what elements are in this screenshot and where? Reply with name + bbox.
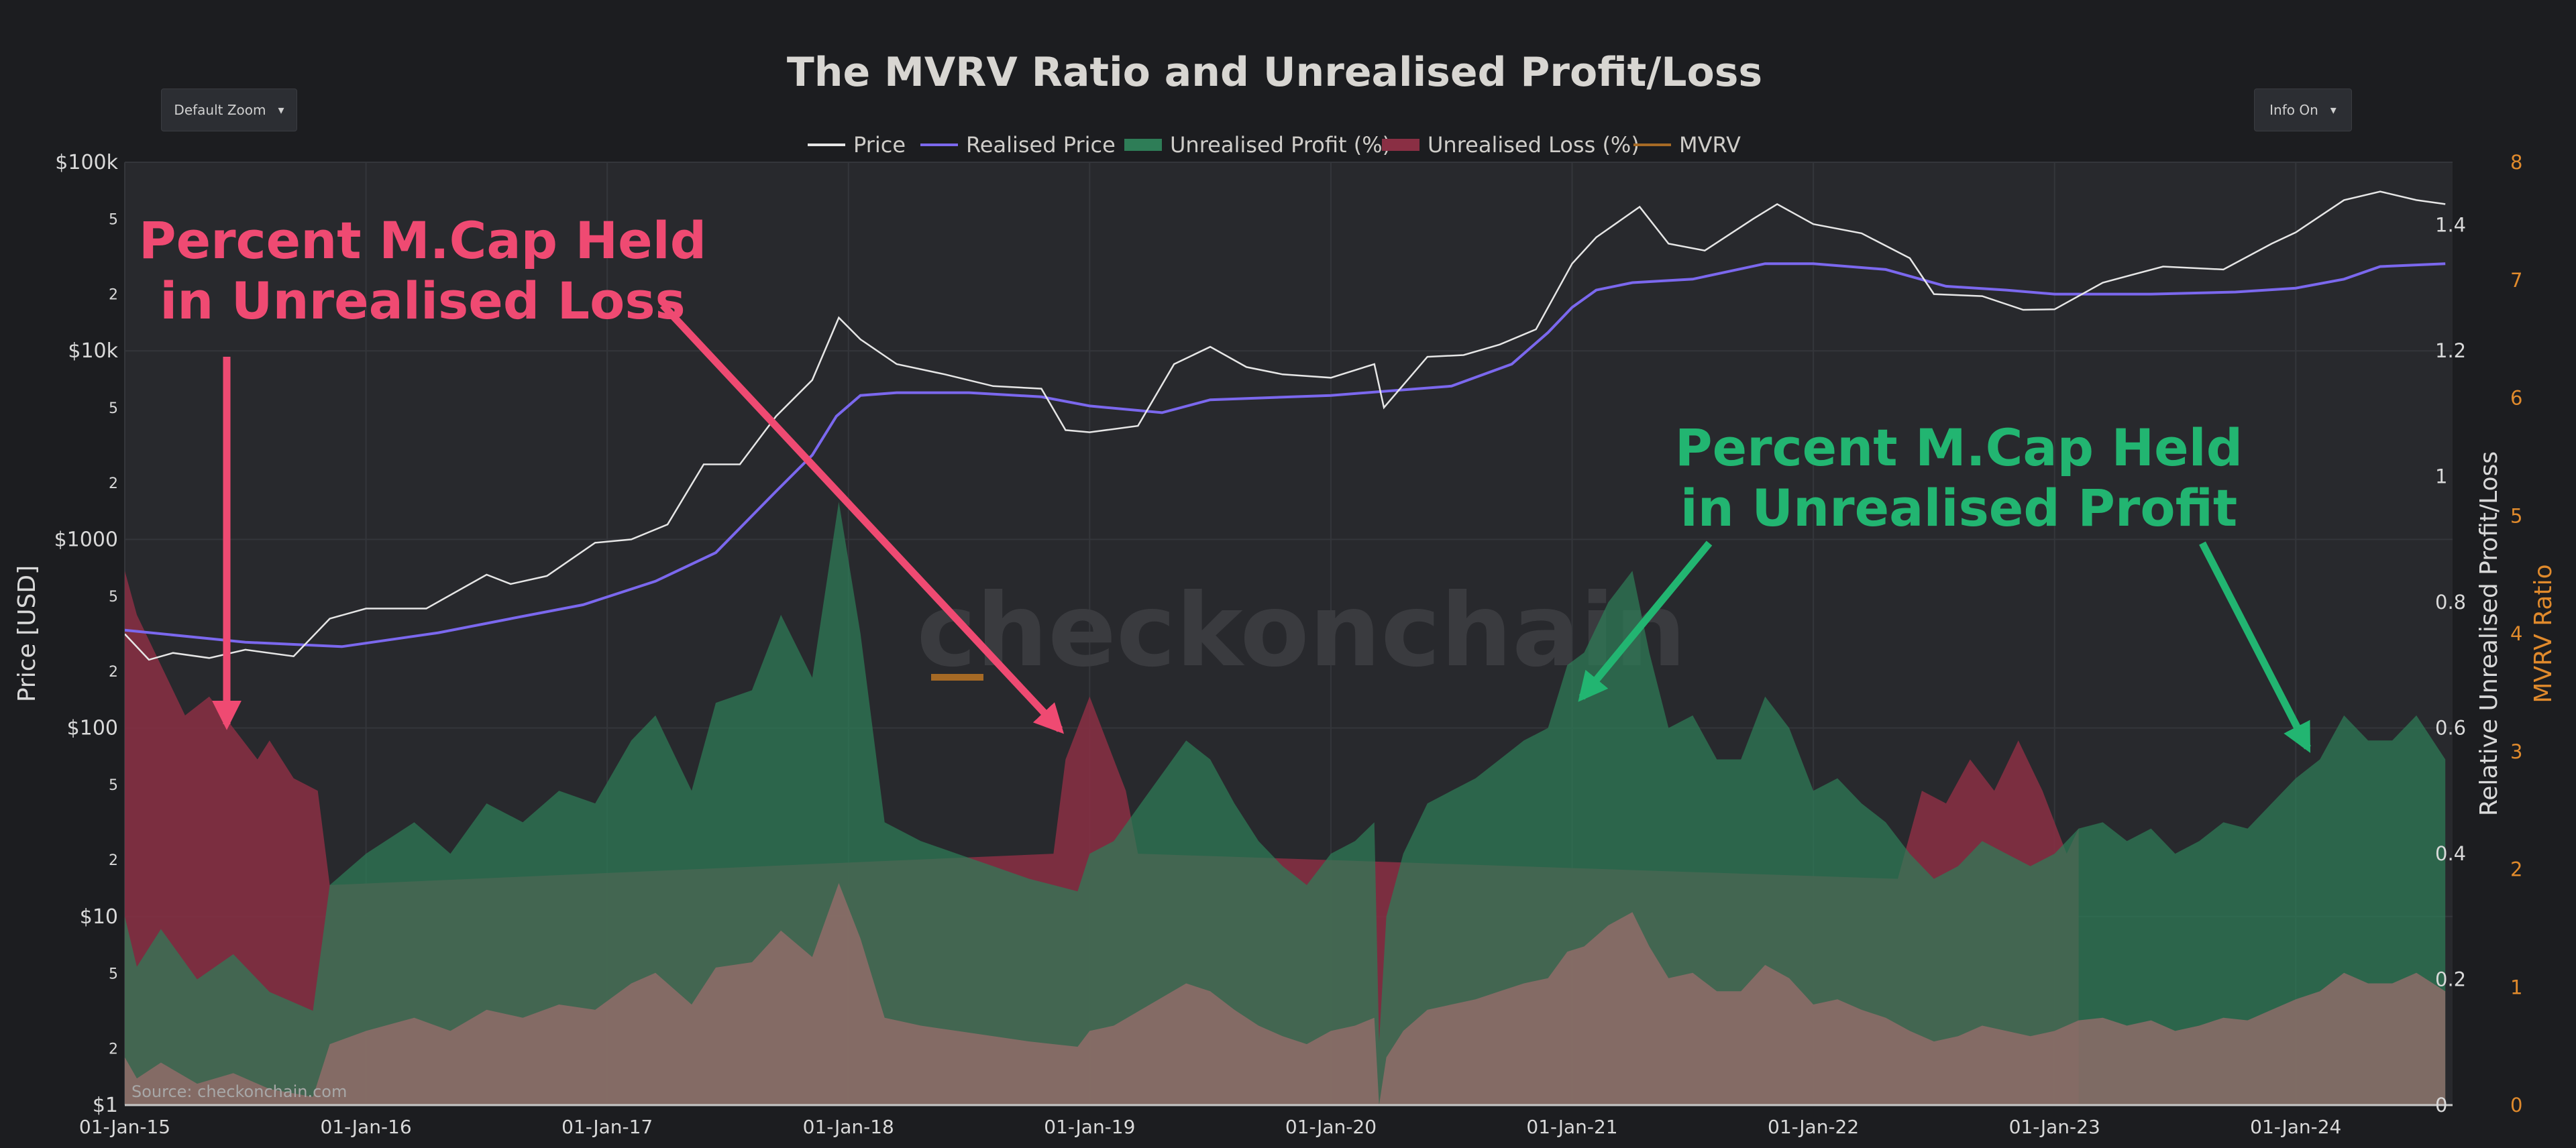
left-axis-title: Price [USD] <box>13 565 41 702</box>
left-minor-tick-label: 5 <box>109 966 118 982</box>
legend-label: Price <box>853 132 906 158</box>
x-tick-label: 01-Jan-18 <box>803 1116 894 1138</box>
mid-tick-label: 1.4 <box>2435 214 2466 237</box>
x-tick-label: 01-Jan-23 <box>2009 1116 2100 1138</box>
legend-label: Unrealised Profit (%) <box>1170 132 1391 158</box>
mid-tick-label: 0.8 <box>2435 591 2466 614</box>
loss-annotation-line1: Percent M.Cap Held <box>139 211 706 270</box>
left-minor-tick-label: 2 <box>109 287 118 304</box>
legend-item[interactable]: Price <box>808 132 906 158</box>
right-tick-label: 5 <box>2510 504 2522 527</box>
legend-item[interactable]: Unrealised Loss (%) <box>1382 132 1640 158</box>
legend-swatch <box>1382 139 1419 151</box>
right-tick-label: 7 <box>2510 269 2522 292</box>
unrealised-profit-area <box>125 502 2446 1105</box>
right-tick-label: 3 <box>2510 740 2522 763</box>
left-minor-tick-label: 5 <box>109 400 118 417</box>
realised-price-line <box>125 262 2446 648</box>
profit-annotation-line2: in Unrealised Profit <box>1680 478 2238 538</box>
x-tick-label: 01-Jan-21 <box>1526 1116 1617 1138</box>
legend-label: MVRV <box>1679 132 1741 158</box>
info-toggle-dropdown[interactable]: Info On ▾ <box>2254 89 2352 131</box>
mid-tick-label: 0.6 <box>2435 717 2466 740</box>
left-tick-label: $100k <box>55 151 118 174</box>
left-minor-tick-label: 2 <box>109 664 118 681</box>
right-tick-label: 6 <box>2510 387 2522 410</box>
loss-arrow-right <box>659 302 1065 734</box>
mid-axis-title: Relative Unrealised Profit/Loss <box>2475 451 2503 816</box>
profit-arrow-right <box>2199 541 2311 753</box>
left-minor-tick-label: 5 <box>109 589 118 606</box>
right-tick-label: 0 <box>2510 1094 2522 1116</box>
profit-arrow-left <box>1578 540 1713 702</box>
loss-annotation-line2: in Unrealised Loss <box>160 271 686 331</box>
right-tick-label: 2 <box>2510 858 2522 881</box>
legend-label: Unrealised Loss (%) <box>1428 132 1640 158</box>
chevron-down-icon: ▾ <box>2330 103 2337 117</box>
x-tick-label: 01-Jan-19 <box>1044 1116 1135 1138</box>
left-minor-tick-label: 5 <box>109 212 118 229</box>
x-tick-label: 01-Jan-22 <box>1768 1116 1859 1138</box>
left-minor-tick-label: 2 <box>109 475 118 492</box>
legend-item[interactable]: Realised Price <box>920 132 1116 158</box>
x-tick-label: 01-Jan-17 <box>561 1116 653 1138</box>
x-tick-label: 01-Jan-15 <box>79 1116 170 1138</box>
mid-tick-label: 1.2 <box>2435 339 2466 362</box>
left-minor-tick-label: 5 <box>109 777 118 794</box>
right-tick-label: 1 <box>2510 976 2522 998</box>
left-tick-label: $10 <box>80 905 118 929</box>
right-tick-label: 8 <box>2510 151 2522 174</box>
mid-tick-label: 1 <box>2435 465 2447 488</box>
left-minor-tick-label: 2 <box>109 852 118 869</box>
legend-swatch <box>1124 139 1162 151</box>
left-tick-label: $1000 <box>54 528 118 551</box>
legend-label: Realised Price <box>966 132 1116 158</box>
left-tick-label: $100 <box>67 717 118 740</box>
mid-tick-label: 0 <box>2435 1094 2447 1116</box>
x-tick-label: 01-Jan-16 <box>320 1116 411 1138</box>
right-axis-title: MVRV Ratio <box>2530 564 2557 703</box>
legend[interactable]: Price Realised Price Unrealised Profit (%)… <box>808 132 1741 158</box>
info-toggle-label: Info On <box>2269 102 2318 118</box>
right-tick-label: 4 <box>2510 622 2522 645</box>
legend-item[interactable]: Unrealised Profit (%) <box>1124 132 1391 158</box>
mvrv-legend-swatch <box>931 674 983 681</box>
mid-tick-label: 0.4 <box>2435 842 2466 865</box>
x-tick-label: 01-Jan-24 <box>2250 1116 2341 1138</box>
base-overlap-area <box>125 882 2446 1105</box>
legend-item[interactable]: MVRV <box>1633 132 1741 158</box>
mid-tick-label: 0.2 <box>2435 968 2466 991</box>
default-zoom-dropdown[interactable]: Default Zoom ▾ <box>161 89 297 131</box>
chevron-down-icon: ▾ <box>278 103 284 117</box>
source-note: Source: checkonchain.com <box>131 1082 347 1101</box>
chart-title: The MVRV Ratio and Unrealised Profit/Los… <box>787 49 1762 96</box>
x-tick-label: 01-Jan-20 <box>1285 1116 1377 1138</box>
watermark: checkonchain <box>916 573 1686 689</box>
default-zoom-label: Default Zoom <box>174 102 266 118</box>
price-line <box>125 190 2446 661</box>
profit-annotation-line1: Percent M.Cap Held <box>1675 418 2243 477</box>
left-tick-label: $1 <box>93 1094 118 1117</box>
left-tick-label: $10k <box>68 339 118 363</box>
left-minor-tick-label: 2 <box>109 1041 118 1057</box>
